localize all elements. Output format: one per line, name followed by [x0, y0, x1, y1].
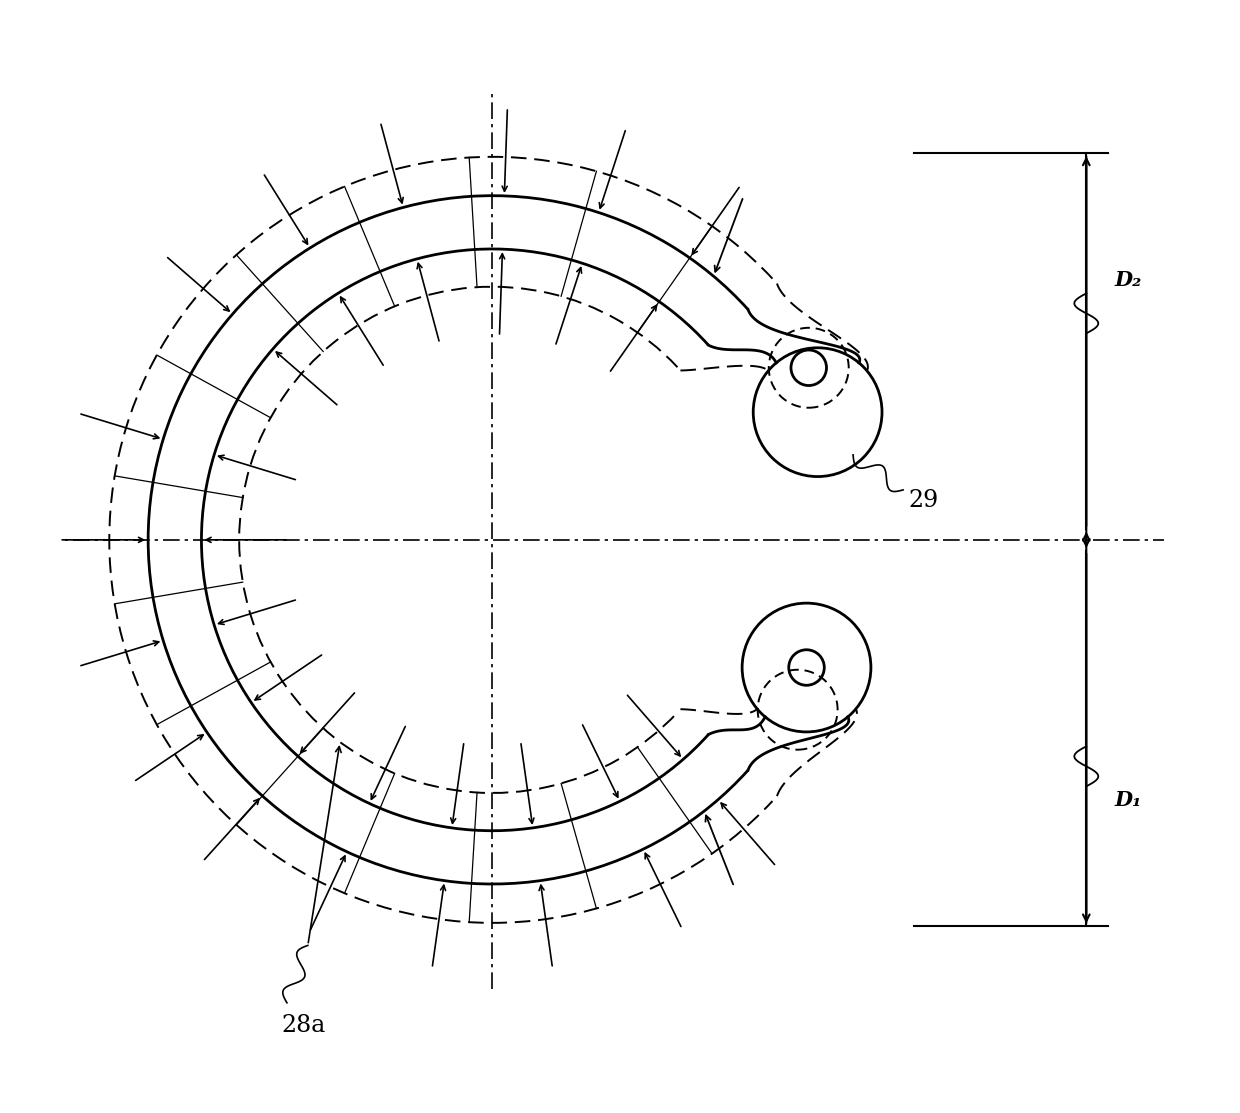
- Text: D₁: D₁: [1114, 789, 1141, 809]
- Text: 29: 29: [909, 490, 939, 512]
- Text: 28a: 28a: [281, 1014, 326, 1036]
- Text: D₂: D₂: [1114, 270, 1141, 290]
